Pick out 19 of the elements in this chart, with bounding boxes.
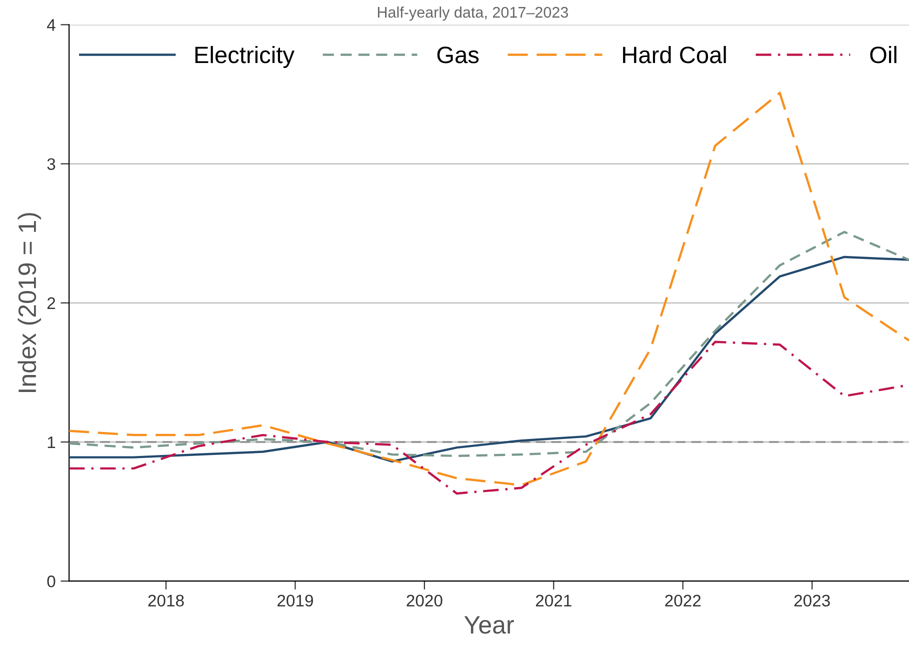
- x-tick-label: 2021: [536, 594, 572, 607]
- y-tick-label: 3: [47, 158, 56, 170]
- x-tick-label: 2022: [665, 594, 701, 607]
- chart-subtitle: Half-yearly data, 2017–2023: [378, 6, 568, 21]
- y-axis-title: Index (2019 = 1): [18, 213, 42, 392]
- y-tick-label: 0: [47, 576, 56, 588]
- legend-label: Electricity: [195, 46, 294, 68]
- x-tick-label: 2023: [794, 594, 830, 607]
- x-tick-label: 2018: [148, 594, 184, 607]
- line-series: [69, 92, 909, 486]
- x-tick-label: 2019: [278, 594, 313, 607]
- legend-label: Oil: [870, 46, 896, 64]
- x-axis-title: Year: [464, 616, 514, 634]
- y-tick-label: 1: [48, 436, 56, 448]
- y-tick-label: 2: [47, 297, 56, 309]
- legend-label: Gas: [437, 46, 479, 64]
- y-tick-label: 4: [47, 19, 56, 31]
- legend-label: Hard Coal: [623, 46, 726, 64]
- x-tick-label: 2020: [406, 594, 442, 607]
